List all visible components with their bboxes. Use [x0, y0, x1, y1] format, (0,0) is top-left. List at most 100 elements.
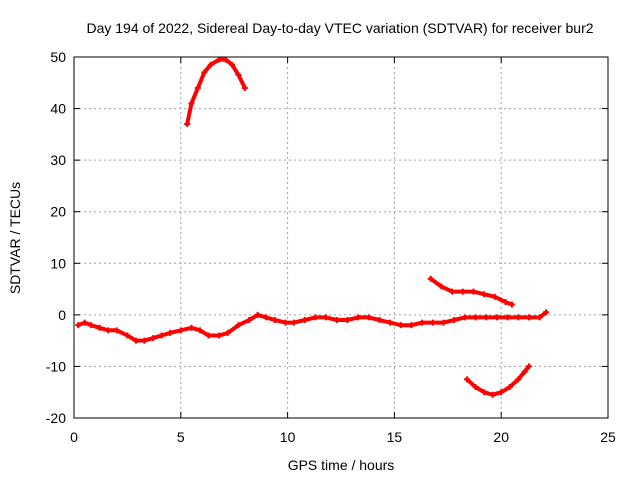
- data-point: [521, 368, 528, 375]
- data-point: [158, 332, 165, 339]
- data-point: [96, 324, 103, 331]
- data-point: [205, 332, 212, 339]
- data-point: [459, 288, 466, 295]
- data-point: [235, 72, 242, 79]
- data-point: [207, 61, 214, 68]
- data-point: [301, 317, 308, 324]
- data-point: [491, 293, 498, 300]
- data-point: [263, 314, 270, 321]
- data-point: [188, 324, 195, 331]
- data-point: [222, 56, 229, 63]
- y-tick-label: -20: [46, 410, 66, 426]
- data-point: [502, 298, 509, 305]
- data-point: [271, 317, 278, 324]
- data-point: [472, 314, 479, 321]
- plot-frame: [73, 56, 609, 419]
- data-point: [81, 319, 88, 326]
- data-point: [216, 332, 223, 339]
- data-point: [508, 301, 515, 308]
- data-point: [88, 322, 95, 329]
- data-point: [464, 376, 471, 383]
- data-point: [481, 291, 488, 298]
- data-point: [194, 84, 201, 91]
- data-point: [224, 329, 231, 336]
- data-point: [282, 319, 289, 326]
- x-tick-label: 0: [70, 429, 78, 445]
- data-point: [141, 337, 148, 344]
- x-tick-label: 5: [177, 429, 185, 445]
- data-point: [132, 337, 139, 344]
- data-point: [177, 327, 184, 334]
- y-tick-label: 10: [50, 255, 66, 271]
- data-point: [201, 69, 208, 76]
- data-point: [397, 322, 404, 329]
- data-series: [75, 56, 550, 398]
- data-point: [323, 314, 330, 321]
- data-point: [427, 275, 434, 282]
- data-point: [216, 56, 223, 63]
- series-arc-upper: [185, 57, 247, 126]
- data-point: [75, 322, 82, 329]
- chart-title: Day 194 of 2022, Sidereal Day-to-day VTE…: [86, 20, 593, 36]
- data-point: [438, 283, 445, 290]
- y-tick-label: 40: [50, 101, 66, 117]
- data-point: [449, 288, 456, 295]
- data-point: [525, 314, 532, 321]
- x-tick-label: 10: [280, 429, 296, 445]
- x-tick-label: 20: [493, 429, 509, 445]
- data-point: [472, 384, 479, 391]
- data-point: [498, 389, 505, 396]
- x-tick-label: 15: [387, 429, 403, 445]
- data-point: [333, 317, 340, 324]
- data-point: [254, 311, 261, 318]
- data-point: [493, 314, 500, 321]
- data-point: [188, 100, 195, 107]
- data-point: [419, 319, 426, 326]
- data-point: [344, 317, 351, 324]
- data-point: [470, 288, 477, 295]
- y-tick-label: 50: [50, 49, 66, 65]
- data-point: [506, 384, 513, 391]
- data-point: [515, 376, 522, 383]
- data-point: [504, 314, 511, 321]
- series-arc-lower: [465, 364, 531, 397]
- data-point: [387, 319, 394, 326]
- data-point: [355, 314, 362, 321]
- y-tick-label: 20: [50, 204, 66, 220]
- data-point: [451, 317, 458, 324]
- data-point: [235, 322, 242, 329]
- data-point: [246, 317, 253, 324]
- y-tick-label: -10: [46, 358, 66, 374]
- data-point: [150, 335, 157, 342]
- data-point: [197, 327, 204, 334]
- data-point: [429, 319, 436, 326]
- data-point: [481, 389, 488, 396]
- x-tick-label: 25: [600, 429, 616, 445]
- data-point: [124, 332, 131, 339]
- data-point: [440, 319, 447, 326]
- data-point: [291, 319, 298, 326]
- y-tick-label: 30: [50, 152, 66, 168]
- y-tick-label: 0: [58, 307, 66, 323]
- data-point: [241, 84, 248, 91]
- data-point: [408, 322, 415, 329]
- grid-lines: [74, 57, 608, 418]
- data-point: [515, 314, 522, 321]
- data-point: [365, 314, 372, 321]
- data-point: [543, 309, 550, 316]
- data-point: [536, 314, 543, 321]
- data-point: [376, 317, 383, 324]
- data-point: [105, 327, 112, 334]
- data-point: [113, 327, 120, 334]
- axis-ticks: 0 5 10 15 20 25 -20 -10 0 10 20 30 40 50: [46, 49, 616, 445]
- data-point: [483, 314, 490, 321]
- x-axis-label: GPS time / hours: [288, 457, 395, 473]
- data-point: [461, 314, 468, 321]
- data-point: [489, 391, 496, 398]
- data-point: [167, 329, 174, 336]
- data-point: [184, 121, 191, 128]
- y-axis-label: SDTVAR / TECUs: [7, 182, 23, 294]
- data-point: [525, 363, 532, 370]
- data-point: [312, 314, 319, 321]
